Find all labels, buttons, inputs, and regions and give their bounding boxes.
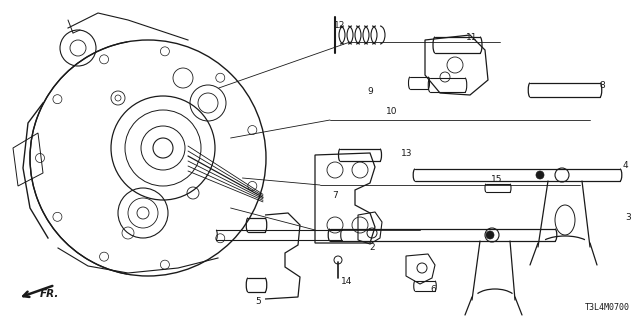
Text: 2: 2: [369, 244, 375, 252]
Text: 7: 7: [332, 190, 338, 199]
Text: 12: 12: [334, 20, 346, 29]
Text: 14: 14: [341, 277, 353, 286]
Text: FR.: FR.: [40, 289, 60, 299]
Text: 10: 10: [387, 108, 397, 116]
Text: 9: 9: [367, 87, 373, 97]
Text: 4: 4: [622, 161, 628, 170]
Text: 13: 13: [401, 148, 413, 157]
Circle shape: [536, 171, 544, 179]
Text: 5: 5: [255, 298, 261, 307]
Text: 3: 3: [625, 213, 631, 222]
Text: 6: 6: [430, 285, 436, 294]
Text: 15: 15: [492, 175, 503, 185]
Text: T3L4M0700: T3L4M0700: [585, 303, 630, 312]
Text: 11: 11: [467, 33, 477, 42]
Circle shape: [486, 231, 494, 239]
Text: 8: 8: [599, 81, 605, 90]
